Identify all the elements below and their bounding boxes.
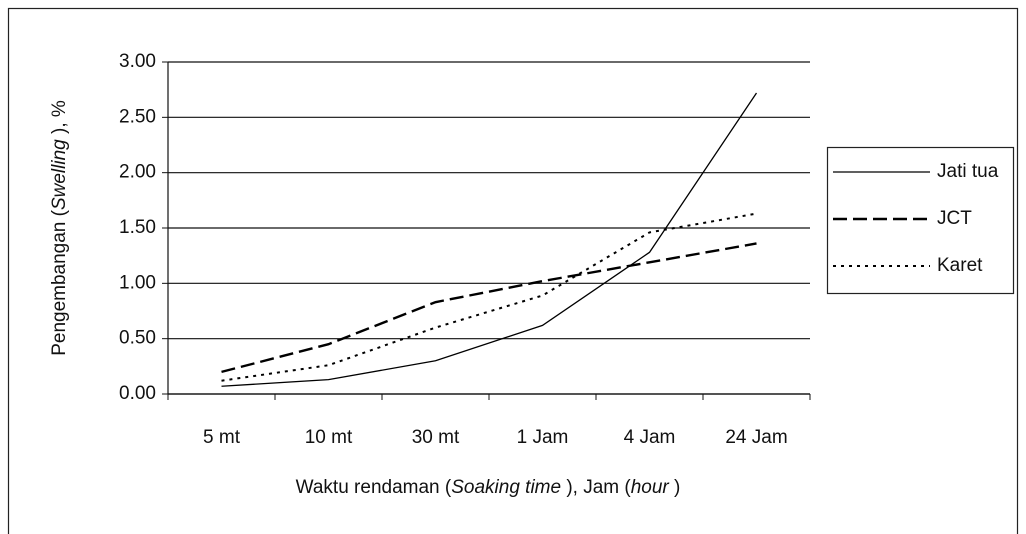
- x-axis-label-part: ): [669, 477, 681, 498]
- y-axis-label-part: Swelling: [49, 139, 70, 210]
- y-tick-label: 2.50: [119, 106, 156, 127]
- series-line: [221, 92, 758, 387]
- y-axis-label: Pengembangan (Swelling ), %: [49, 100, 70, 356]
- y-tick-label: 0.00: [119, 383, 156, 404]
- series-line: [221, 242, 757, 374]
- x-axis-label: Waktu rendaman (Soaking time ), Jam (hou…: [296, 477, 681, 498]
- y-tick-label: 1.00: [119, 272, 156, 293]
- y-tick-label: 1.50: [119, 217, 156, 238]
- legend-label: Jati tua: [937, 161, 999, 182]
- x-tick-label: 5 mt: [203, 427, 241, 448]
- x-axis-label-part: ), Jam (: [561, 477, 631, 498]
- x-axis-label-part: Waktu rendaman (: [296, 477, 452, 498]
- y-tick-label: 3.00: [119, 51, 156, 72]
- legend-label: Karet: [937, 255, 983, 276]
- x-tick-label: 10 mt: [305, 427, 353, 448]
- series-line: [221, 212, 757, 382]
- x-tick-label: 1 Jam: [517, 427, 569, 448]
- x-tick-label: 30 mt: [412, 427, 460, 448]
- y-tick-label: 2.00: [119, 162, 156, 183]
- chart-border: [7, 7, 1019, 534]
- y-axis-label-part: Pengembangan (: [49, 209, 70, 355]
- y-tick-label: 0.50: [119, 328, 156, 349]
- x-axis-label-part: hour: [631, 477, 670, 498]
- y-axis-label-part: ), %: [49, 100, 70, 139]
- x-tick-label: 4 Jam: [624, 427, 676, 448]
- legend-label: JCT: [937, 208, 972, 229]
- x-axis-label-part: Soaking time: [451, 477, 561, 498]
- x-tick-label: 24 Jam: [725, 427, 787, 448]
